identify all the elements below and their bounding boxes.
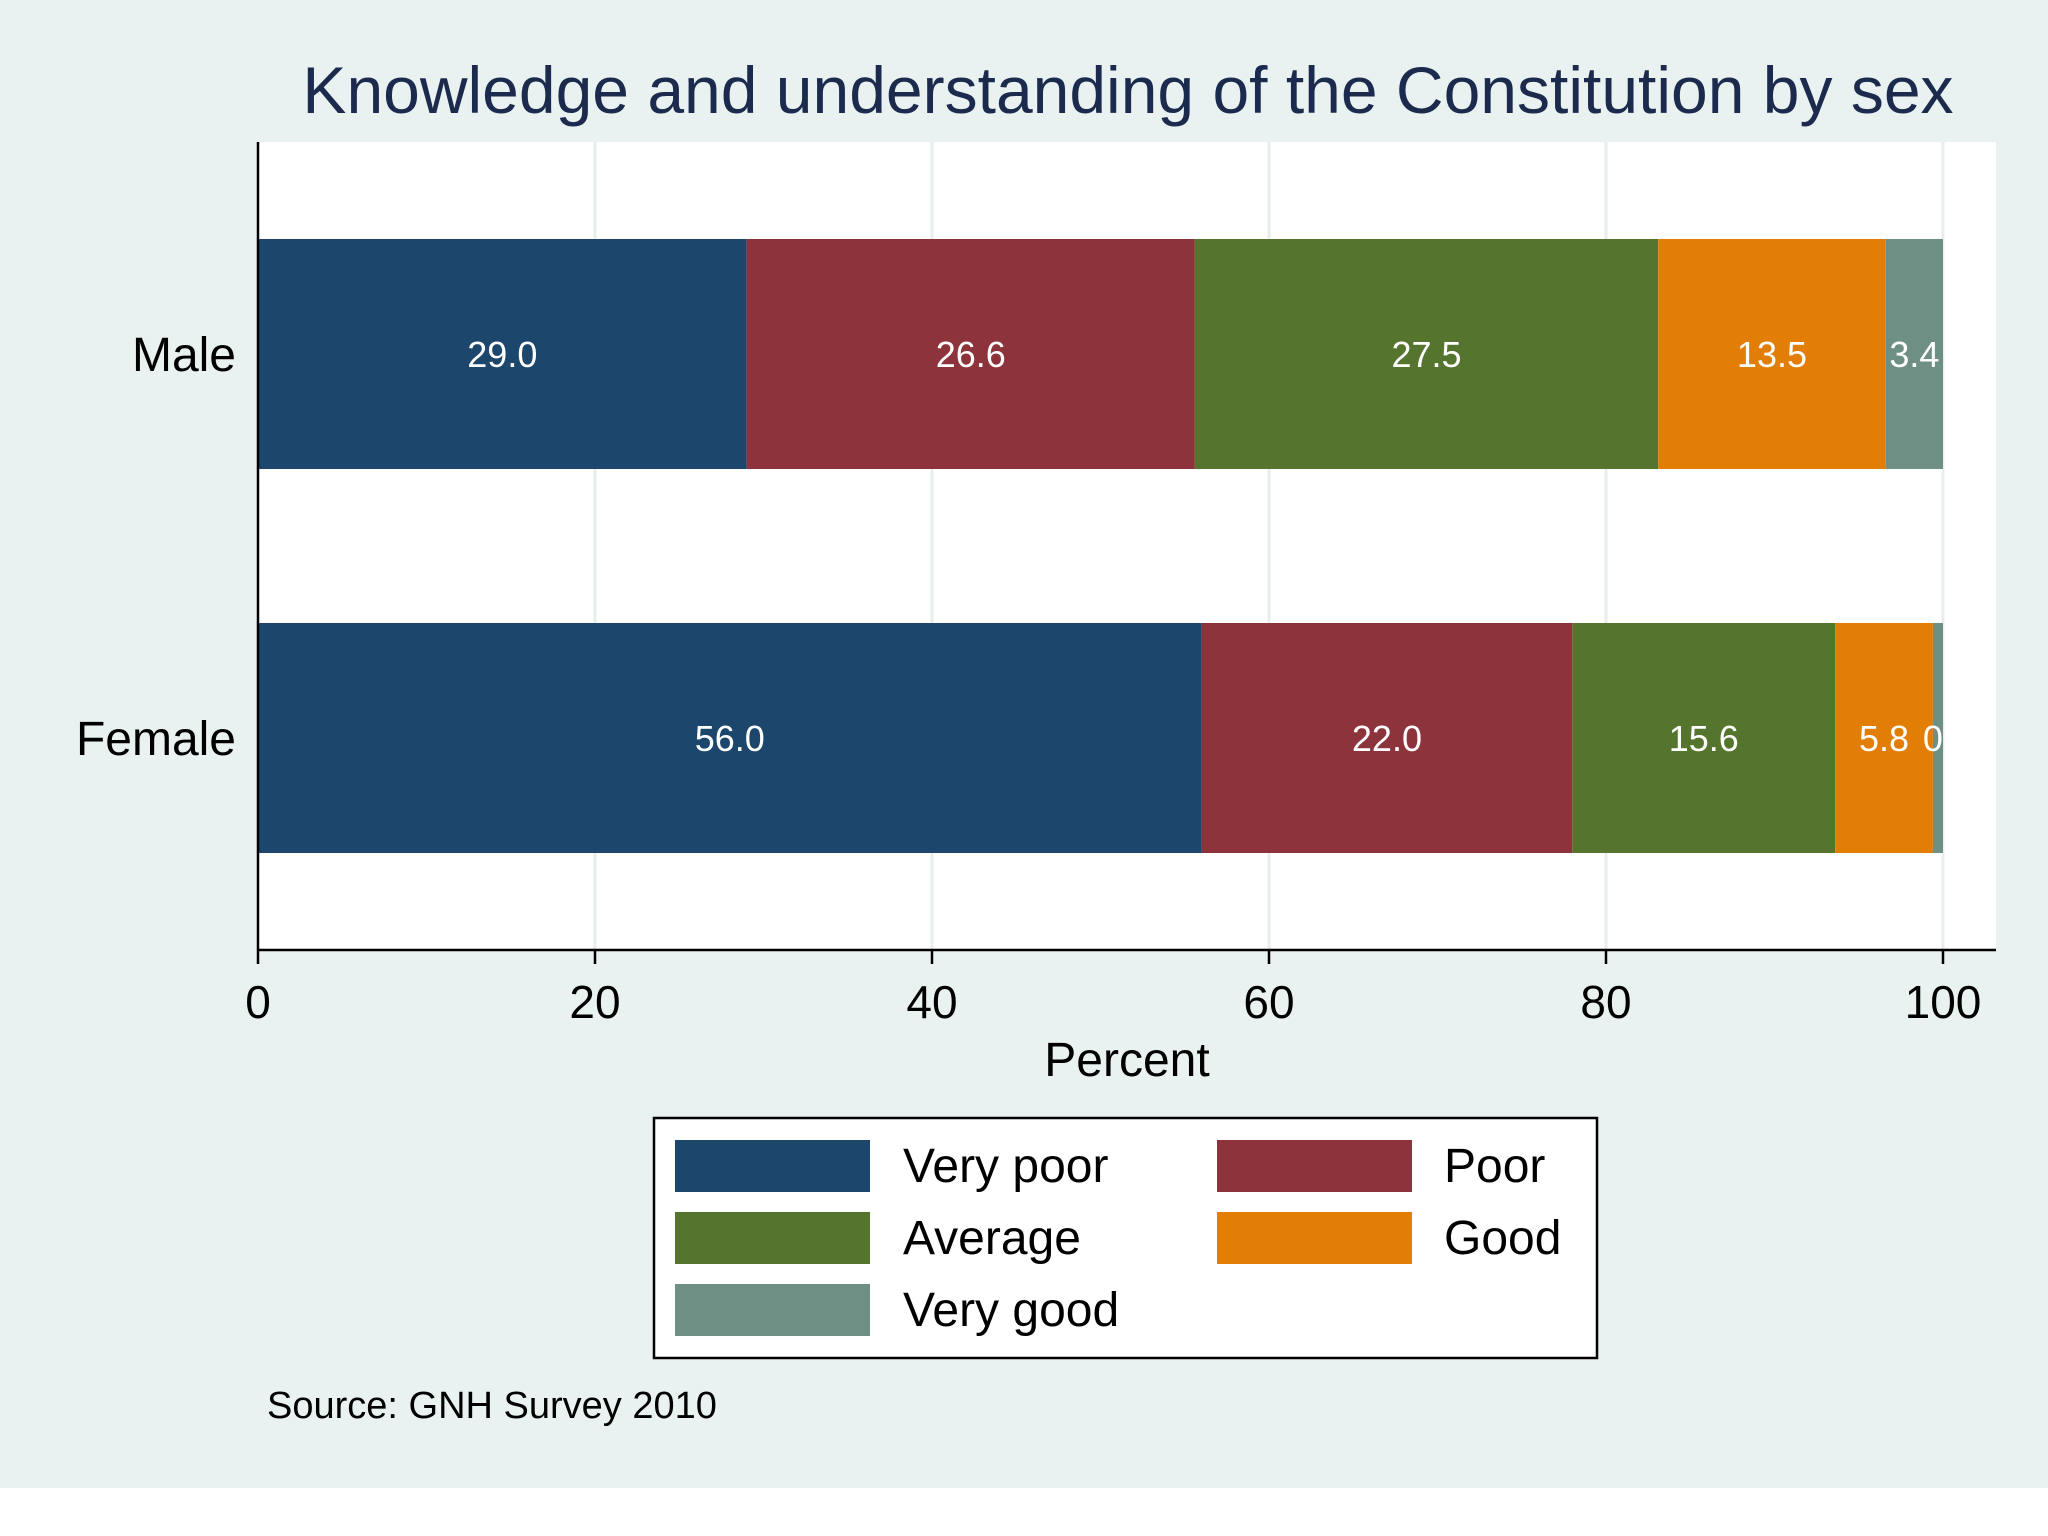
data-label-female-very-poor: 56.0 xyxy=(695,718,765,759)
bar-male-average xyxy=(1194,239,1659,469)
bar-female-poor xyxy=(1201,623,1573,853)
x-tick-label-0: 0 xyxy=(245,976,271,1028)
bar-male-poor xyxy=(746,239,1195,469)
bar-female-very-poor xyxy=(258,623,1202,853)
legend-swatch-average xyxy=(675,1212,870,1264)
data-label-male-good: 13.5 xyxy=(1737,334,1807,375)
x-tick-label-80: 80 xyxy=(1580,976,1631,1028)
chart-title: Knowledge and understanding of the Const… xyxy=(302,53,1953,127)
x-tick-label-60: 60 xyxy=(1243,976,1294,1028)
legend-label-very-good: Very good xyxy=(903,1284,1119,1337)
legend-swatch-poor xyxy=(1217,1140,1412,1192)
data-label-male-average: 27.5 xyxy=(1392,334,1462,375)
data-label-female-very-good: 0. xyxy=(1923,718,1953,759)
legend-swatch-very-poor xyxy=(675,1140,870,1192)
bar-female-good xyxy=(1835,623,1933,853)
bar-female-average xyxy=(1572,623,1836,853)
data-label-female-average: 15.6 xyxy=(1669,718,1739,759)
data-label-female-poor: 22.0 xyxy=(1352,718,1422,759)
legend: Very poor Poor Average Good Very good xyxy=(675,1140,1561,1337)
legend-label-good: Good xyxy=(1444,1212,1561,1265)
bar-male-very-poor xyxy=(258,239,747,469)
legend-swatch-good xyxy=(1217,1212,1412,1264)
x-axis-ticks: 0 20 40 60 80 100 xyxy=(245,950,1981,1028)
legend-label-very-poor: Very poor xyxy=(903,1140,1108,1193)
bar-male-very-good xyxy=(1885,239,1943,469)
x-tick-label-20: 20 xyxy=(569,976,620,1028)
data-label-male-very-good: 3.4 xyxy=(1889,334,1939,375)
legend-swatch-very-good xyxy=(675,1284,870,1336)
bars xyxy=(258,239,1943,853)
x-tick-label-40: 40 xyxy=(906,976,957,1028)
category-label-male: Male xyxy=(132,329,236,382)
y-axis-category-labels: Male Female xyxy=(76,329,236,766)
legend-label-average: Average xyxy=(903,1212,1081,1265)
source-note: Source: GNH Survey 2010 xyxy=(267,1385,717,1427)
data-labels: 29.0 26.6 27.5 13.5 3.4 56.0 22.0 15.6 5.8 0. xyxy=(467,334,1953,759)
x-axis-label: Percent xyxy=(1044,1034,1209,1087)
legend-label-poor: Poor xyxy=(1444,1140,1545,1193)
data-label-male-poor: 26.6 xyxy=(936,334,1006,375)
data-label-male-very-poor: 29.0 xyxy=(467,334,537,375)
data-label-female-good: 5.8 xyxy=(1859,718,1909,759)
category-label-female: Female xyxy=(76,713,236,766)
bar-female-very-good xyxy=(1932,623,1943,853)
bar-male-good xyxy=(1658,239,1886,469)
x-tick-label-100: 100 xyxy=(1905,976,1982,1028)
